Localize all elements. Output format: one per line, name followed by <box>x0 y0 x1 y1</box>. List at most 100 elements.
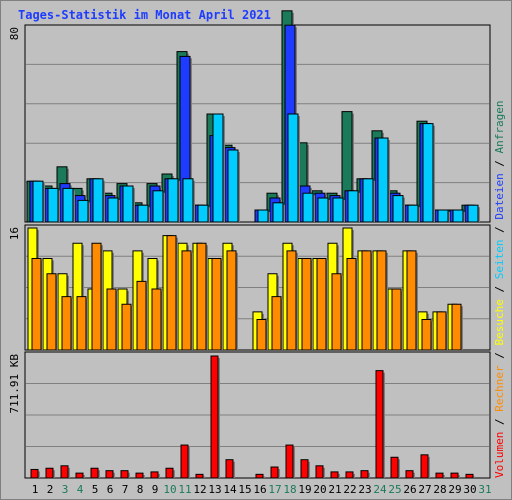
x-tick-label-day-27: 27 <box>418 483 431 496</box>
bar-seiten-day-19 <box>302 192 314 223</box>
bar-rechner-day-13 <box>211 258 222 351</box>
x-tick-label-day-10: 10 <box>163 483 176 496</box>
bar-volumen-day-22 <box>345 471 354 479</box>
bar-volumen-day-18 <box>285 444 294 479</box>
bar-seiten-day-24 <box>377 137 389 223</box>
bar-rechner-day-26 <box>406 250 417 351</box>
x-tick-label-day-1: 1 <box>32 483 39 496</box>
bar-seiten-day-29 <box>452 209 464 223</box>
bar-seiten-day-12 <box>197 204 209 223</box>
x-tick-label-day-31: 31 <box>478 483 491 496</box>
bar-seiten-day-23 <box>362 178 374 223</box>
bar-rechner-day-3 <box>61 296 72 351</box>
x-tick-label-day-17: 17 <box>268 483 281 496</box>
bar-seiten-day-20 <box>317 197 329 223</box>
bar-rechner-day-20 <box>316 258 327 351</box>
bar-volumen-day-5 <box>90 467 99 479</box>
bar-volumen-day-29 <box>450 472 459 479</box>
bar-seiten-day-10 <box>167 178 179 223</box>
bar-seiten-day-2 <box>47 187 59 223</box>
bar-volumen-day-16 <box>255 473 264 479</box>
x-tick-label-day-29: 29 <box>448 483 461 496</box>
bar-rechner-day-23 <box>361 250 372 351</box>
chart-title: Tages-Statistik im Monat April 2021 <box>18 8 271 22</box>
bar-seiten-day-27 <box>422 123 434 223</box>
bar-seiten-day-14 <box>227 149 239 223</box>
bar-seiten-day-16 <box>257 209 269 223</box>
bar-volumen-day-12 <box>195 473 204 479</box>
bar-seiten-day-11 <box>182 178 194 223</box>
bar-rechner-day-25 <box>391 288 402 351</box>
bar-rechner-day-10 <box>166 235 177 351</box>
bar-volumen-day-4 <box>75 472 84 479</box>
bar-rechner-day-4 <box>76 296 87 351</box>
bar-rechner-day-24 <box>376 250 387 351</box>
x-tick-label-day-8: 8 <box>137 483 144 496</box>
bar-seiten-day-3 <box>62 187 74 223</box>
x-tick-label-day-12: 12 <box>193 483 206 496</box>
bar-seiten-day-21 <box>332 197 344 223</box>
legend: Volumen / Rechner / Besuche / Seiten / D… <box>493 100 506 478</box>
bar-rechner-day-16 <box>256 319 267 351</box>
x-tick-label-day-24: 24 <box>373 483 387 496</box>
bar-seiten-day-6 <box>107 197 119 223</box>
legend-entry-seiten: Seiten <box>493 240 506 280</box>
bar-volumen-day-3 <box>60 465 69 479</box>
panel-bottom-axis-label: 711.91 KB <box>8 354 21 414</box>
bar-seiten-day-1 <box>32 180 44 223</box>
bar-seiten-day-7 <box>122 185 134 223</box>
legend-separator: / <box>493 153 506 173</box>
x-tick-label-day-11: 11 <box>178 483 191 496</box>
x-tick-label-day-30: 30 <box>463 483 476 496</box>
x-tick-label-day-14: 14 <box>223 483 237 496</box>
bar-volumen-day-13 <box>210 355 219 479</box>
bar-seiten-day-18 <box>287 113 299 223</box>
bar-volumen-day-11 <box>180 444 189 479</box>
bar-seiten-day-4 <box>77 199 89 223</box>
bar-volumen-day-24 <box>375 370 384 479</box>
x-tick-label-day-23: 23 <box>358 483 371 496</box>
bar-volumen-day-28 <box>435 472 444 479</box>
bar-seiten-day-9 <box>152 190 164 223</box>
bar-rechner-day-8 <box>136 280 147 351</box>
bar-seiten-day-17 <box>272 202 284 223</box>
x-tick-label-day-19: 19 <box>298 483 311 496</box>
x-tick-label-day-3: 3 <box>62 483 69 496</box>
bar-seiten-day-22 <box>347 190 359 223</box>
x-tick-label-day-5: 5 <box>92 483 99 496</box>
legend-entry-rechner: Rechner <box>493 365 506 412</box>
bar-volumen-day-10 <box>165 467 174 479</box>
legend-separator: / <box>493 220 506 240</box>
bar-volumen-day-20 <box>315 465 324 479</box>
bar-seiten-day-5 <box>92 178 104 223</box>
x-tick-label-day-26: 26 <box>403 483 416 496</box>
bar-volumen-day-27 <box>420 454 429 479</box>
x-tick-label-day-9: 9 <box>152 483 159 496</box>
x-tick-label-day-6: 6 <box>107 483 114 496</box>
bar-rechner-day-11 <box>181 250 192 351</box>
x-tick-label-day-4: 4 <box>77 483 84 496</box>
x-tick-label-day-18: 18 <box>283 483 296 496</box>
legend-entry-dateien: Dateien <box>493 173 506 219</box>
bar-seiten-day-8 <box>137 204 149 223</box>
bar-rechner-day-1 <box>31 258 42 351</box>
panel-top-axis-label: 80 <box>8 27 21 40</box>
bar-rechner-day-28 <box>436 311 447 351</box>
bar-volumen-day-17 <box>270 466 279 479</box>
legend-separator: / <box>493 412 506 432</box>
bar-volumen-day-7 <box>120 470 129 479</box>
bar-rechner-day-6 <box>106 288 117 351</box>
bar-volumen-day-8 <box>135 472 144 479</box>
bar-seiten-day-26 <box>407 204 419 223</box>
bar-rechner-day-5 <box>91 242 102 351</box>
x-tick-label-day-7: 7 <box>122 483 129 496</box>
legend-separator: / <box>493 279 506 299</box>
bar-seiten-day-25 <box>392 195 404 223</box>
legend-separator: / <box>493 346 506 366</box>
bar-rechner-day-22 <box>346 258 357 351</box>
x-tick-label-day-22: 22 <box>343 483 356 496</box>
legend-entry-anfragen: Anfragen <box>493 100 506 153</box>
x-tick-label-day-21: 21 <box>328 483 341 496</box>
